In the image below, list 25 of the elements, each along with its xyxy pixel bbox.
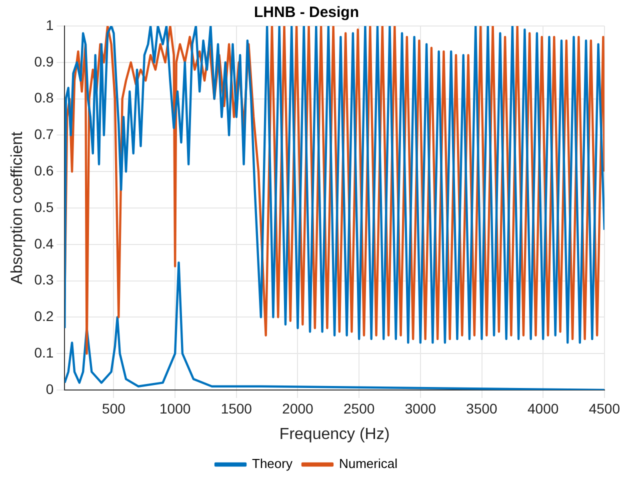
x-tick-label: 2000 xyxy=(282,400,314,416)
x-tick-label: 1000 xyxy=(159,400,191,416)
y-tick-label: 0 xyxy=(46,380,54,397)
x-tick-label: 1500 xyxy=(220,400,252,416)
x-tick-label: 2500 xyxy=(344,400,375,416)
chart-title: LHNB - Design xyxy=(254,4,359,22)
y-tick-label: 0.5 xyxy=(34,198,54,215)
y-tick-label: 0.7 xyxy=(34,126,54,142)
y-tick-label: 0.3 xyxy=(34,272,54,288)
x-tick-label: 4500 xyxy=(588,400,620,416)
y-tick-label: 0.6 xyxy=(34,162,54,178)
legend-label: Theory xyxy=(252,456,293,472)
y-tick-label: 0.9 xyxy=(34,53,54,70)
x-axis-title: Frequency (Hz) xyxy=(279,426,390,443)
y-tick-label: 1 xyxy=(46,16,54,33)
x-tick-label: 3000 xyxy=(404,400,436,416)
x-tick-label: 4000 xyxy=(528,400,559,416)
x-tick-label: 500 xyxy=(102,400,126,416)
y-tick-label: 0.1 xyxy=(34,344,54,360)
y-tick-label: 0.8 xyxy=(34,90,54,106)
y-axis-title: Absorption coefficient xyxy=(9,131,26,284)
y-tick-label: 0.4 xyxy=(34,235,54,252)
y-tick-label: 0.2 xyxy=(34,308,54,324)
legend-label: Numerical xyxy=(338,456,398,472)
x-tick-label: 3500 xyxy=(466,400,498,416)
